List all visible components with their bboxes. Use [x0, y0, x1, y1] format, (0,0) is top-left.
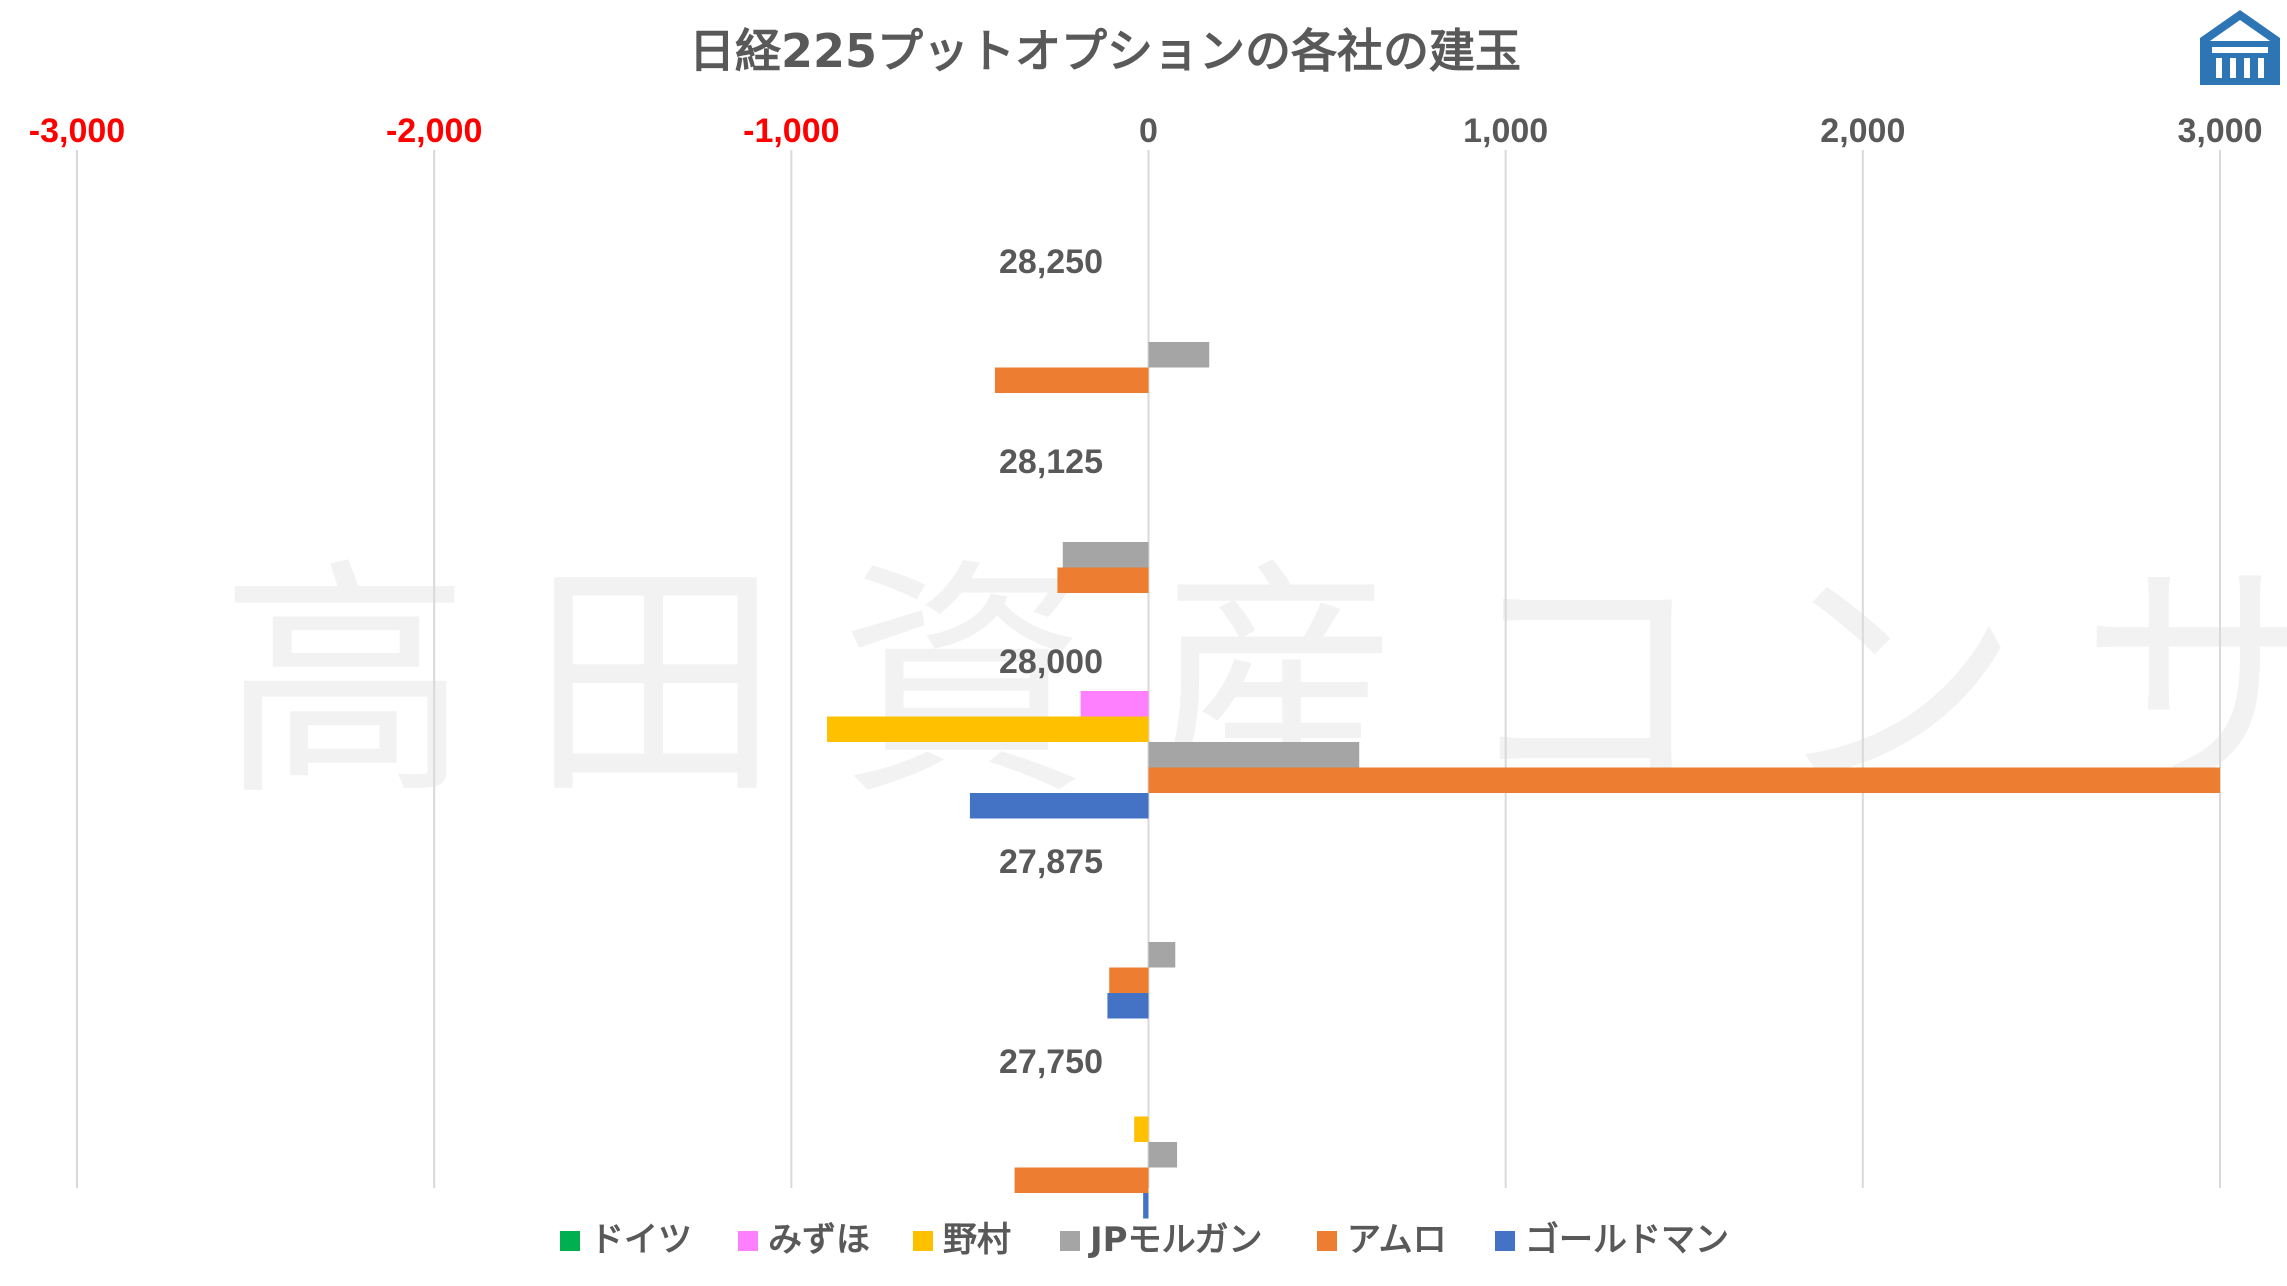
bar-3-4 — [1109, 967, 1149, 993]
bar-2-2 — [827, 716, 1149, 742]
grid-lines — [76, 150, 2221, 1188]
bar-4-5 — [1143, 1193, 1149, 1219]
x-tick-label: -3,000 — [29, 112, 125, 150]
legend-swatch — [738, 1231, 758, 1251]
legend-label: 野村 — [943, 1220, 1011, 1260]
bar-1-3 — [1062, 542, 1149, 568]
chart-title: 日経225プットオプションの各社の建玉 — [689, 24, 1521, 78]
bar-4-3 — [1148, 1142, 1178, 1168]
x-tick-label: -2,000 — [386, 112, 482, 150]
category-label: 28,000 — [999, 643, 1103, 681]
bar-4-4 — [1014, 1167, 1149, 1193]
legend: ドイツ みずほ 野村 JPモルガン アムロ ゴールドマン — [560, 1220, 1729, 1260]
bar-2-4 — [1148, 767, 2220, 793]
bar-4-2 — [1134, 1116, 1149, 1142]
bar-series — [827, 342, 2220, 1219]
x-tick-label: 3,000 — [2177, 112, 2262, 150]
legend-label: ゴールドマン — [1525, 1220, 1729, 1260]
bar-0-3 — [1148, 342, 1210, 368]
category-labels: 28,250 28,125 28,000 27,875 27,750 — [999, 243, 1103, 1081]
bar-2-3 — [1148, 742, 1360, 768]
category-label: 27,875 — [999, 843, 1103, 881]
x-tick-label: 1,000 — [1463, 112, 1548, 150]
category-label: 28,250 — [999, 243, 1103, 281]
bar-2-1 — [1080, 691, 1149, 717]
x-tick-label: 0 — [1139, 112, 1158, 150]
bar-2-5 — [969, 793, 1149, 819]
bar-1-4 — [1057, 567, 1149, 593]
legend-label: アムロ — [1347, 1220, 1447, 1260]
logo-icon — [2200, 10, 2280, 85]
legend-label: JPモルガン — [1088, 1220, 1263, 1260]
legend-swatch — [1495, 1231, 1515, 1251]
bar-3-3 — [1148, 942, 1176, 968]
x-tick-label: -1,000 — [743, 112, 839, 150]
legend-label: ドイツ — [590, 1220, 692, 1260]
bar-0-4 — [994, 367, 1149, 393]
bar-3-5 — [1107, 993, 1149, 1019]
category-label: 28,125 — [999, 443, 1103, 481]
x-tick-label: 2,000 — [1820, 112, 1905, 150]
category-label: 27,750 — [999, 1043, 1103, 1081]
legend-swatch — [913, 1231, 933, 1251]
legend-swatch — [1317, 1231, 1337, 1251]
x-axis-tick-labels: -3,000 -2,000 -1,000 0 1,000 2,000 3,000 — [29, 112, 2263, 150]
legend-label: みずほ — [768, 1220, 870, 1260]
legend-swatch — [1060, 1231, 1080, 1251]
legend-swatch — [560, 1231, 580, 1251]
